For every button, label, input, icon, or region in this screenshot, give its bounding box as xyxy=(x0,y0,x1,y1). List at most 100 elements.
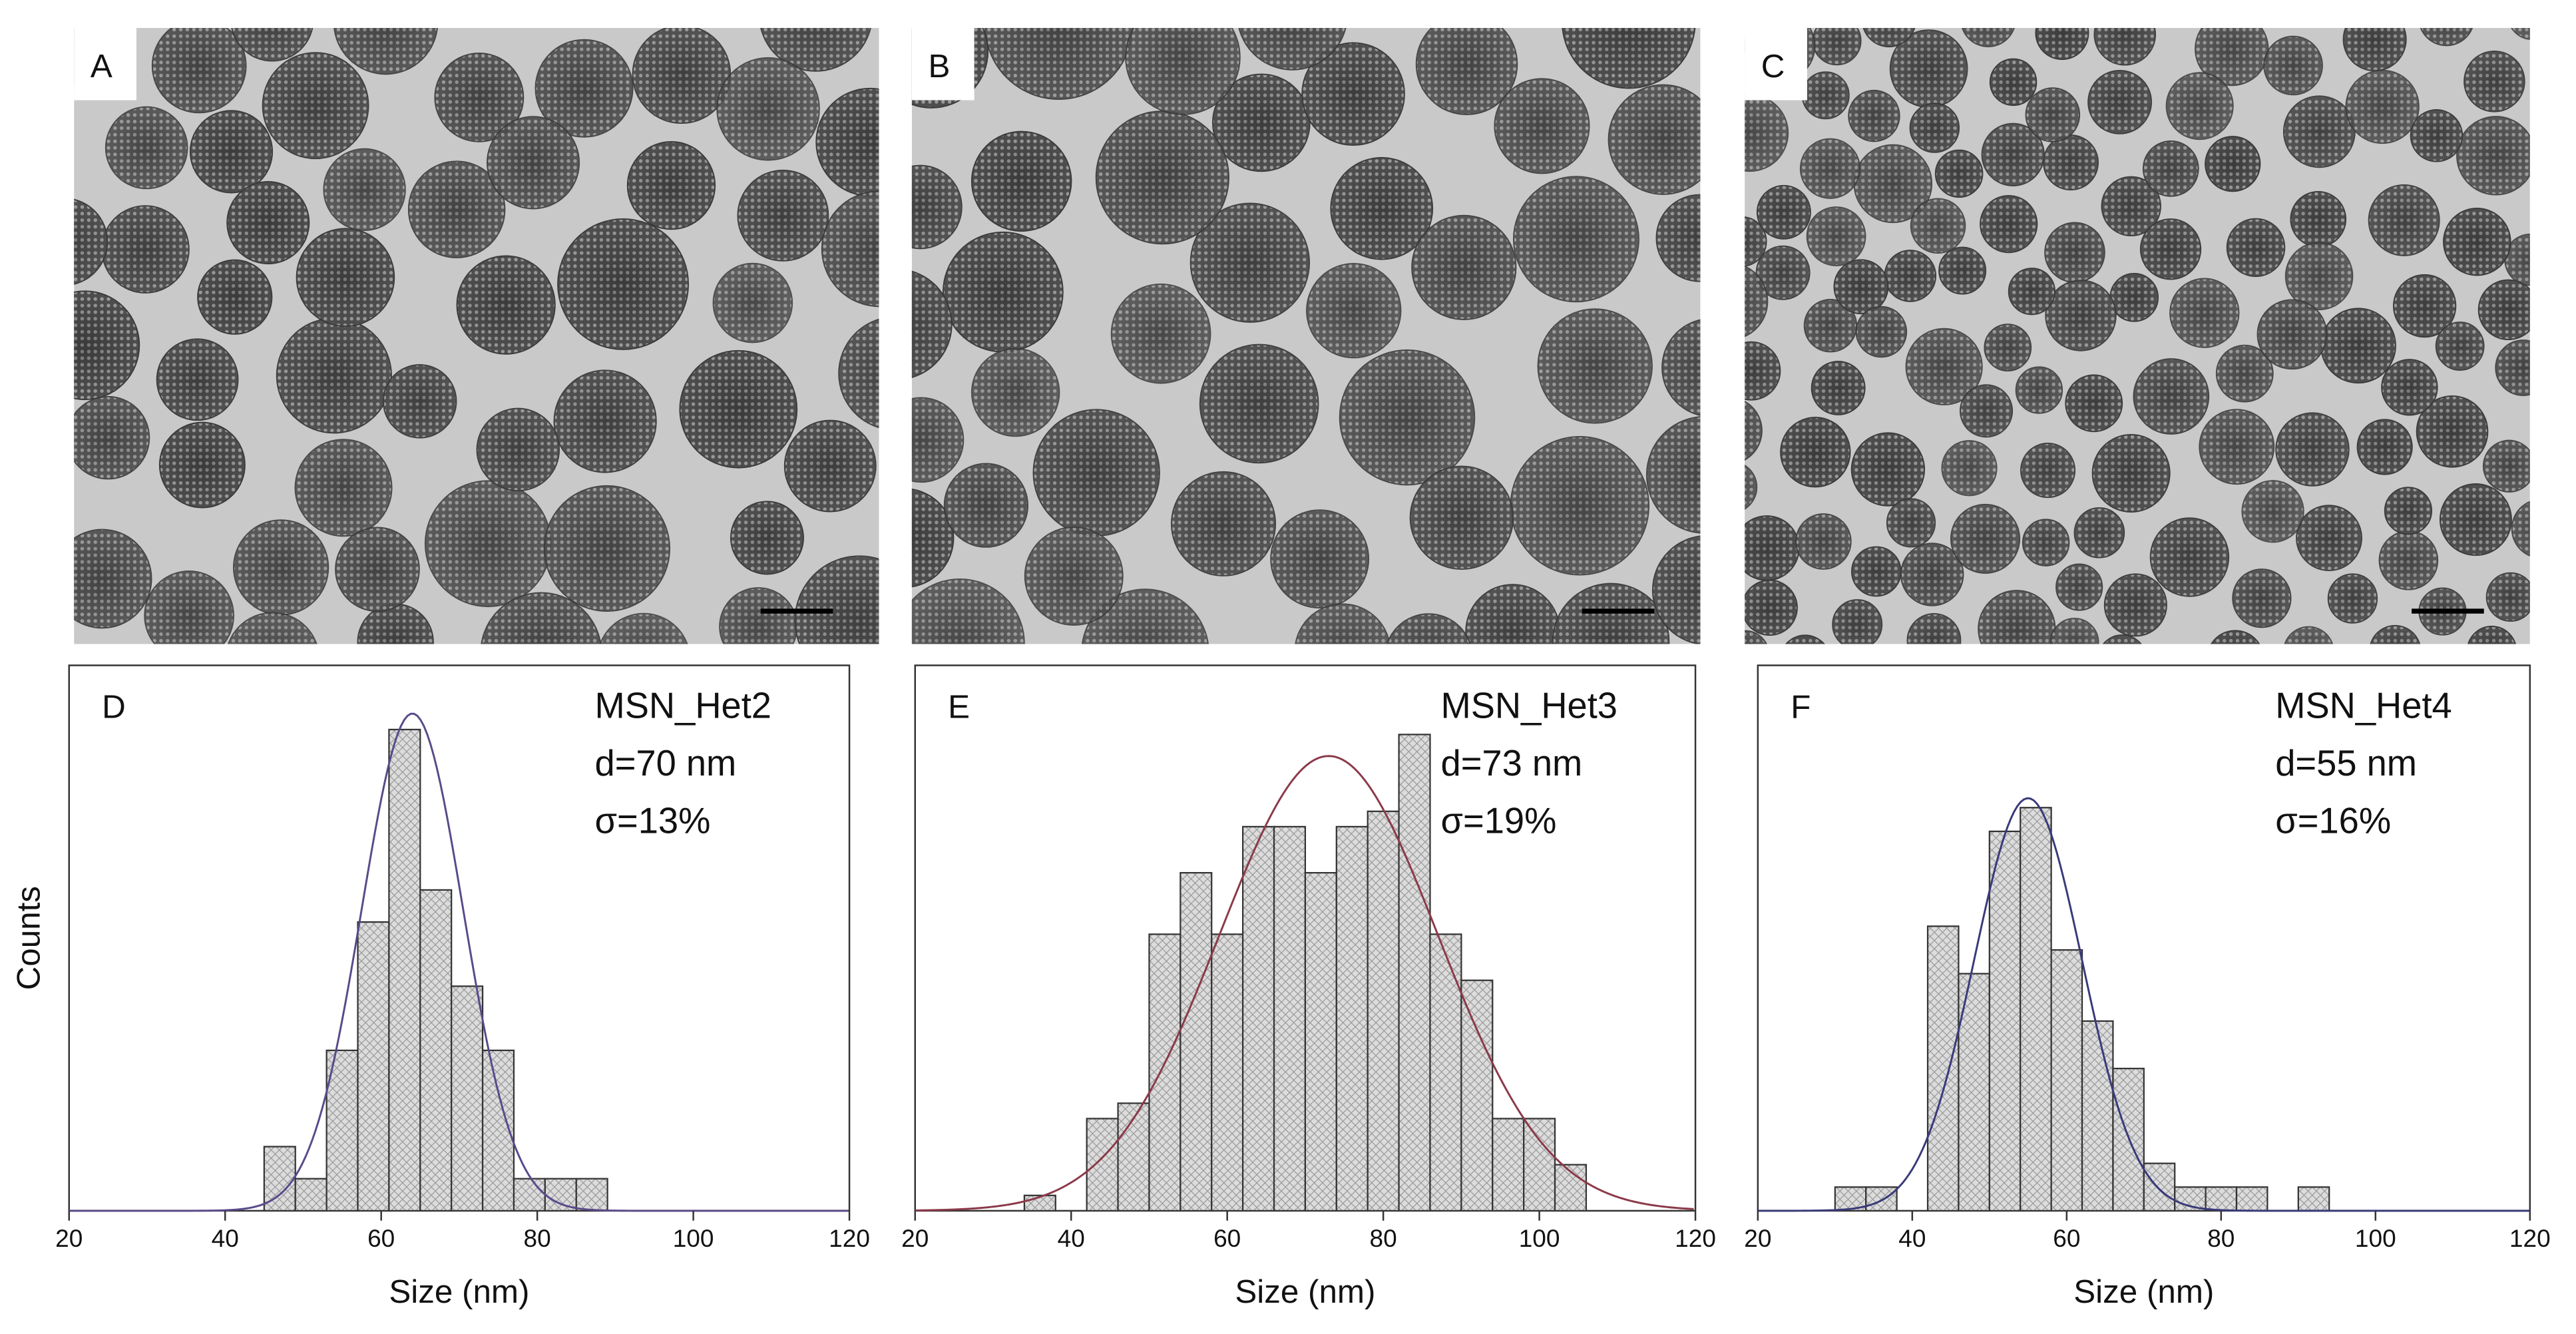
bar xyxy=(2174,1186,2207,1212)
label-box xyxy=(911,27,974,101)
particle-shade xyxy=(227,182,310,264)
bar xyxy=(1926,925,1960,1212)
annotation: d=55 nm xyxy=(2275,743,2417,783)
x-axis-label: Size (nm) xyxy=(389,1273,529,1310)
particle-shade xyxy=(1800,138,1860,198)
particle-shade xyxy=(944,463,1028,547)
particle-shade xyxy=(1886,499,1936,547)
particle-shade xyxy=(2110,273,2159,322)
particle-shade xyxy=(1890,30,1968,108)
particle-shade xyxy=(190,111,273,193)
particle-shade xyxy=(1024,527,1123,626)
particle-shade xyxy=(632,27,731,124)
particle-shade xyxy=(435,53,524,142)
particle-shade xyxy=(1190,203,1310,322)
particle-shade xyxy=(1538,309,1652,423)
particle-shade xyxy=(535,39,633,137)
particle-shade xyxy=(2199,409,2274,485)
particle-shade xyxy=(2368,184,2440,256)
annotation: σ=13% xyxy=(595,800,711,841)
x-axis-label: Size (nm) xyxy=(1235,1273,1375,1310)
particle-shade xyxy=(1552,583,1669,644)
particle-shade xyxy=(2444,208,2511,276)
particle-shade xyxy=(2410,110,2463,162)
particle-shade xyxy=(2357,419,2412,475)
bar xyxy=(2143,1162,2176,1212)
bar xyxy=(1148,933,1181,1212)
particle-shade xyxy=(2382,359,2438,415)
tem-image xyxy=(74,27,879,644)
particle-shade xyxy=(74,529,152,628)
particle-shade xyxy=(2486,572,2530,621)
particle-shade xyxy=(1982,123,2044,186)
particle-shade xyxy=(2457,116,2530,195)
particle-shade xyxy=(2370,625,2420,644)
annotation: d=73 nm xyxy=(1441,743,1583,783)
bar xyxy=(325,1049,359,1212)
particle-shade xyxy=(2195,27,2268,86)
particle-shade xyxy=(554,370,656,473)
particle-shade xyxy=(730,501,803,574)
x-tick-label: 80 xyxy=(524,1224,551,1252)
x-tick-label: 60 xyxy=(367,1224,395,1252)
particle-shade xyxy=(1271,510,1369,608)
fit-curve xyxy=(69,712,848,1212)
particle-shade xyxy=(2101,176,2161,236)
x-tick-label: 120 xyxy=(1675,1224,1716,1252)
bar xyxy=(1554,1164,1588,1212)
particle-shade xyxy=(1096,111,1229,244)
particle-shade xyxy=(1910,103,1960,152)
particle-shade xyxy=(276,318,391,433)
particle-shade xyxy=(198,260,272,334)
particle-shade xyxy=(2276,413,2349,486)
particle-shade xyxy=(1510,436,1649,575)
particle-shade xyxy=(720,588,797,644)
x-tick-label: 60 xyxy=(2053,1224,2080,1252)
particle-shade xyxy=(357,604,433,644)
bar xyxy=(2205,1186,2238,1212)
particle-shade xyxy=(1745,630,1767,644)
bar xyxy=(544,1178,577,1212)
particle-shade xyxy=(2321,308,2396,383)
particle-shade xyxy=(1494,79,1590,174)
annotation: MSN_Het4 xyxy=(2275,686,2452,726)
fit-curve xyxy=(915,755,1694,1212)
particle-shade xyxy=(1416,27,1518,115)
particle-shade xyxy=(558,218,689,349)
fit-curve xyxy=(1757,797,2530,1212)
particle-shade xyxy=(2026,88,2080,142)
particle-shade xyxy=(1745,465,1757,509)
particle-shade xyxy=(971,348,1060,437)
particle-shade xyxy=(1802,72,1849,119)
bar xyxy=(1242,825,1275,1212)
particle-shade xyxy=(2140,219,2201,280)
particle-shade xyxy=(2104,574,2167,636)
particle-shade xyxy=(232,27,313,61)
particle-shade xyxy=(839,319,879,428)
particle-shade xyxy=(2257,300,2327,369)
particle-shade xyxy=(943,232,1063,352)
particle-shade xyxy=(1126,27,1240,114)
bar xyxy=(513,1178,546,1212)
particle-shade xyxy=(2088,70,2152,134)
particle-shade xyxy=(1302,43,1404,146)
particle-shade xyxy=(1111,284,1211,383)
particle-shade xyxy=(544,485,670,612)
particle-shade xyxy=(2483,440,2530,492)
label-box xyxy=(74,27,136,101)
particle-shade xyxy=(2022,519,2069,566)
particle-shade xyxy=(1562,27,1695,89)
particle-shade xyxy=(2092,434,2170,513)
particle-shade xyxy=(2143,140,2199,196)
particle-shade xyxy=(816,88,879,196)
particle-shade xyxy=(1339,349,1475,485)
particle-shade xyxy=(2020,443,2075,498)
particle-shade xyxy=(1745,266,1768,337)
bar xyxy=(419,889,453,1212)
x-tick-label: 20 xyxy=(1744,1224,1771,1252)
particle-shade xyxy=(717,57,819,160)
particle-shade xyxy=(425,481,551,607)
x-axis-label: Size (nm) xyxy=(2073,1273,2214,1310)
particle-shade xyxy=(600,613,688,644)
particle-shade xyxy=(323,148,405,230)
